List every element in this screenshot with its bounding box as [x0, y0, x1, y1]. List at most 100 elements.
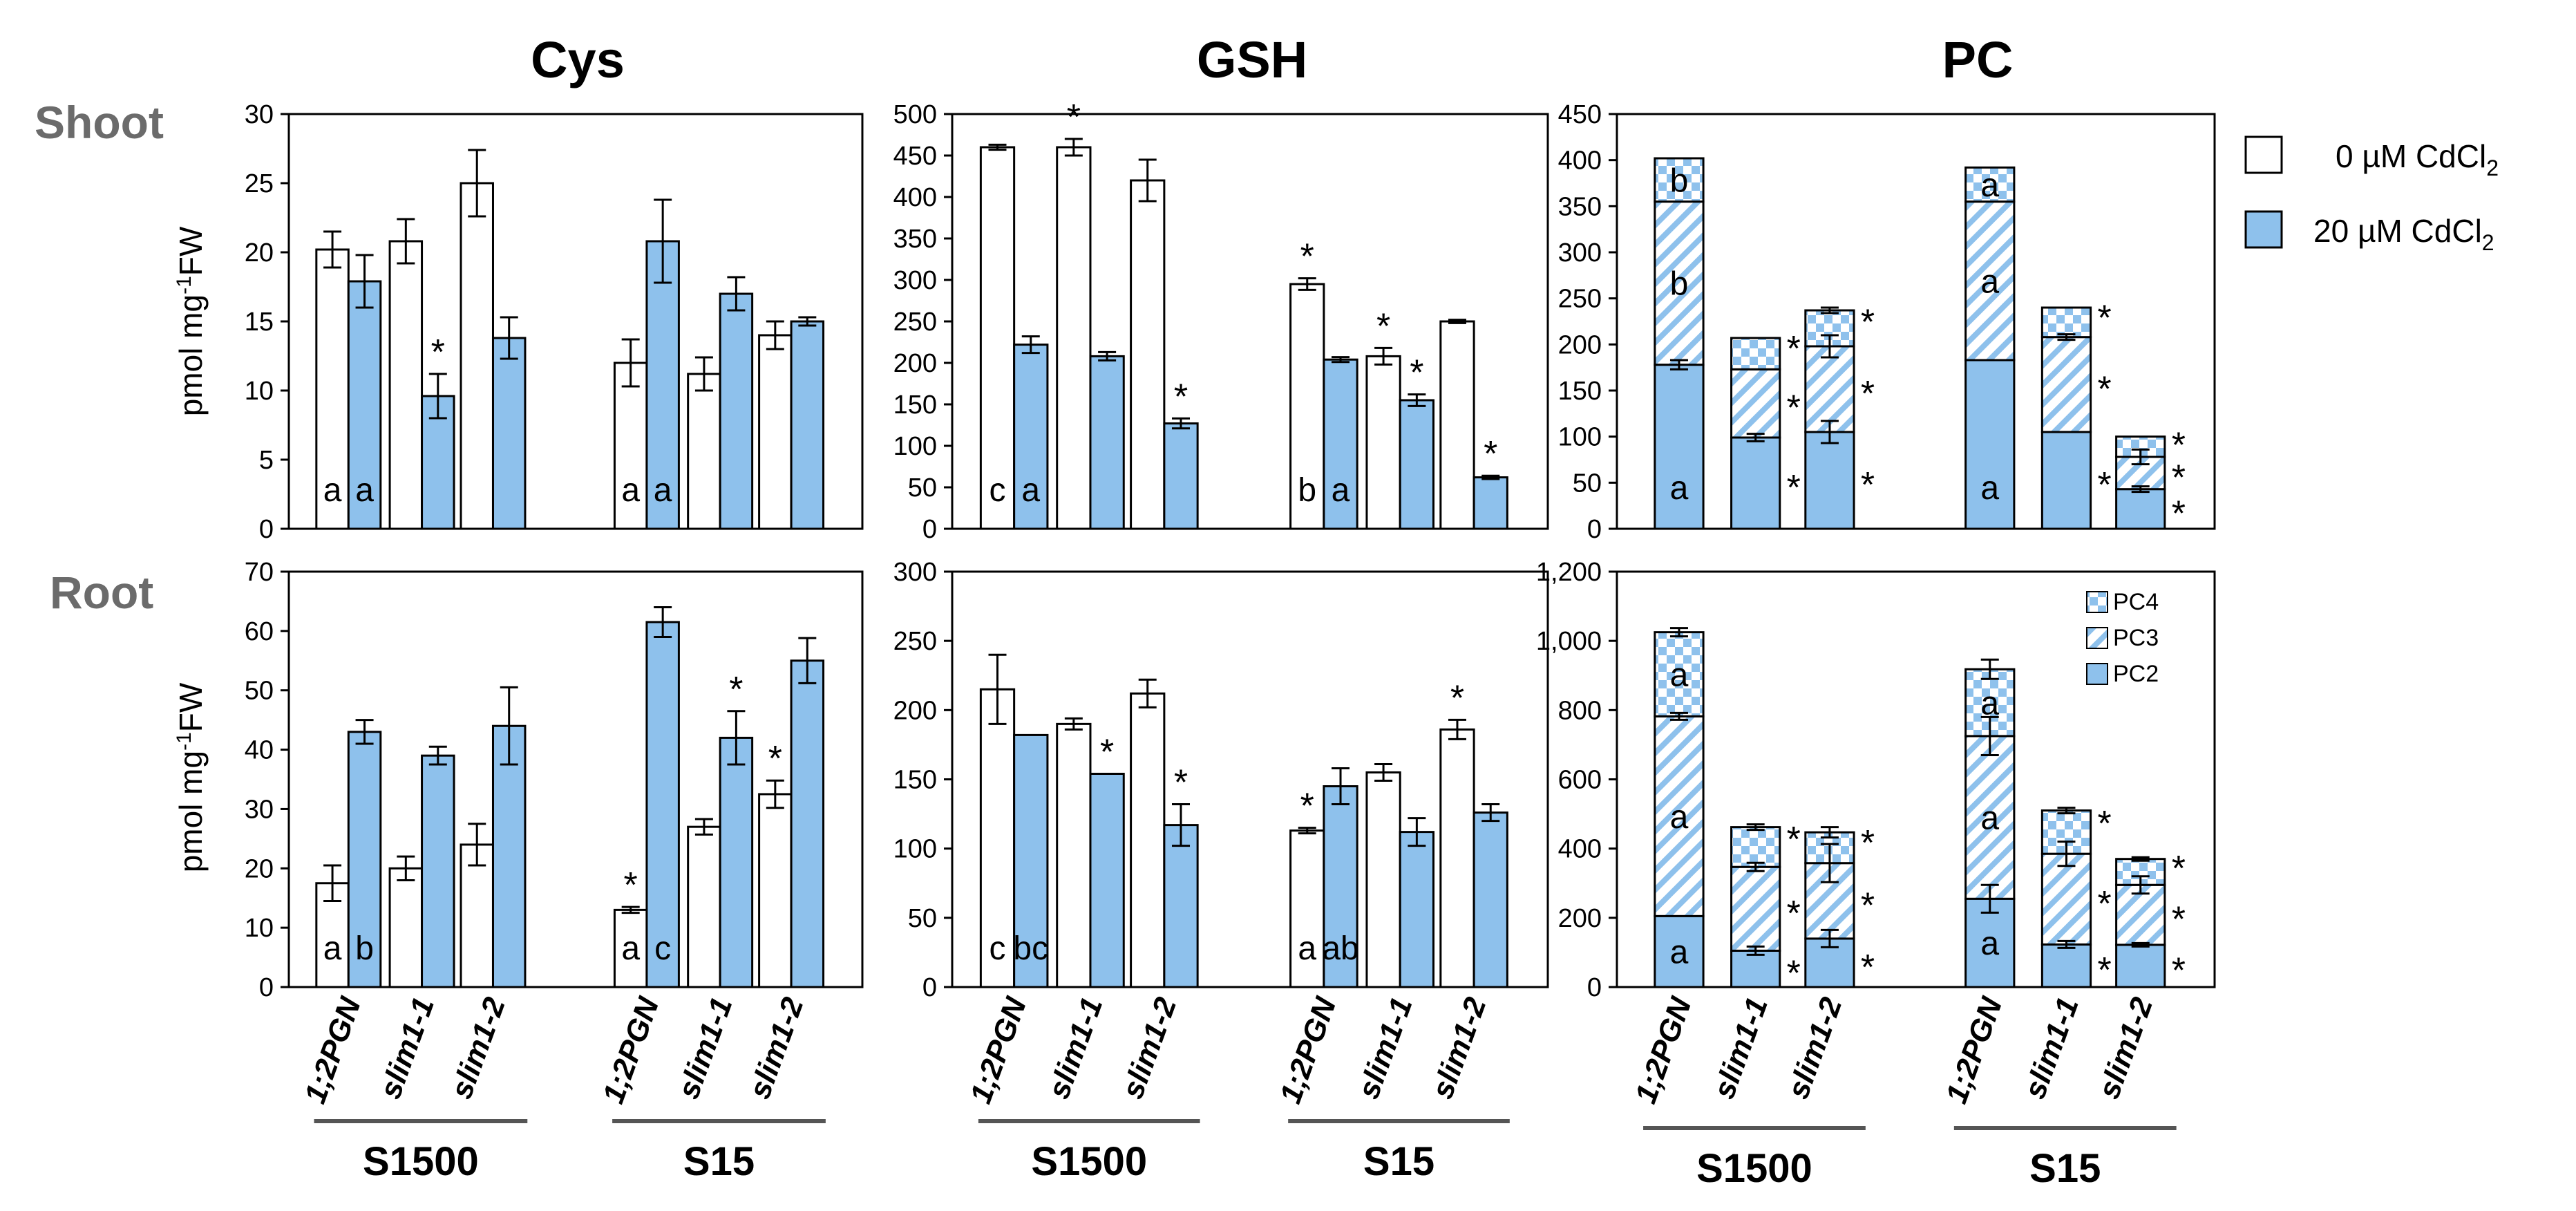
y-tick-label: 400	[1558, 147, 1602, 176]
bar-0uM	[1439, 320, 1475, 530]
bar-20uM	[1399, 831, 1434, 988]
significance-star: *	[768, 739, 782, 779]
x-tick-label: slim1-1	[672, 993, 739, 1103]
y-tick-label: 0	[259, 515, 274, 544]
y-tick-label: 350	[1558, 192, 1602, 221]
column-title-gsh: GSH	[1197, 31, 1307, 88]
y-tick-label: 0	[1587, 973, 1602, 1002]
significance-star: *	[1484, 434, 1497, 474]
stack-pc2	[2115, 944, 2166, 988]
bar-20uM	[645, 240, 680, 530]
bar-0uM	[1130, 179, 1166, 530]
y-tick-label: 200	[893, 349, 937, 378]
stack-pc4	[2040, 306, 2092, 339]
x-tick-label: slim1-2	[743, 993, 811, 1103]
y-tick-label: 0	[922, 515, 937, 544]
significance-letter: a	[1670, 799, 1689, 836]
y-tick-label: 20	[245, 238, 274, 267]
significance-letter: b	[355, 930, 374, 967]
significance-letter: ab	[1322, 930, 1358, 967]
x-tick-label: slim1-1	[2018, 993, 2085, 1103]
significance-letter: a	[621, 930, 640, 967]
significance-star: *	[1787, 329, 1801, 369]
significance-star: *	[2097, 804, 2111, 844]
x-tick-label: slim1-2	[2092, 993, 2159, 1103]
significance-star: *	[1300, 237, 1314, 277]
stack-pc3	[1654, 715, 1705, 917]
bar-0uM	[315, 248, 350, 530]
stack-pc4	[1964, 166, 2016, 203]
stack-pc2	[2040, 943, 2092, 988]
bar-20uM	[719, 292, 754, 530]
significance-letter: a	[654, 472, 672, 509]
significance-star: *	[1787, 820, 1801, 860]
y-tick-label: 350	[893, 225, 937, 254]
significance-letter: a	[1980, 686, 1999, 722]
significance-star: *	[1861, 948, 1875, 988]
y-tick-label: 50	[908, 473, 937, 503]
x-tick-label: slim1-2	[1115, 993, 1183, 1103]
bar-20uM	[1472, 476, 1508, 530]
stack-pc2	[1730, 949, 1781, 988]
x-tick-label: 1;2PGN	[964, 993, 1034, 1108]
significance-star: *	[1376, 306, 1390, 346]
bar-0uM	[979, 146, 1016, 530]
group-label: S1500	[1696, 1146, 1812, 1191]
y-tick-label: 200	[1558, 904, 1602, 933]
significance-star: *	[1410, 353, 1423, 393]
y-tick-label: 30	[245, 100, 274, 129]
group-label: S15	[683, 1139, 755, 1184]
bar-20uM	[491, 337, 527, 530]
bar-20uM	[645, 621, 680, 988]
y-tick-label: 0	[922, 973, 937, 1002]
significance-star: *	[2172, 950, 2186, 991]
plot-frame	[1616, 113, 2216, 530]
bar-0uM	[388, 240, 424, 530]
significance-star: *	[2097, 465, 2111, 505]
x-tick-label: slim1-1	[1041, 993, 1109, 1103]
significance-star: *	[729, 670, 743, 710]
y-tick-label: 1,200	[1536, 558, 1602, 587]
significance-letter: a	[1670, 470, 1689, 507]
bar-20uM	[1472, 811, 1508, 988]
stack-pc4	[1730, 337, 1781, 370]
column-title-cys: Cys	[531, 31, 625, 88]
significance-letter: a	[1670, 935, 1689, 971]
stack-pc3	[2040, 852, 2092, 946]
y-tick-label: 10	[245, 914, 274, 943]
bar-0uM	[687, 825, 721, 988]
bar-20uM	[1163, 824, 1199, 988]
x-tick-label: slim1-2	[1781, 993, 1848, 1103]
row-title-root: Root	[50, 567, 153, 618]
legend-20uM-text: 20 µM CdCl	[2313, 213, 2482, 249]
ylabel-tail-root: FW	[173, 682, 209, 732]
y-tick-label: 250	[893, 308, 937, 337]
stack-pc2	[1730, 436, 1781, 530]
y-tick-label: 150	[893, 391, 937, 420]
bar-0uM	[758, 334, 793, 530]
significance-star: *	[431, 332, 445, 373]
significance-star: *	[2097, 950, 2111, 991]
bar-0uM	[1289, 829, 1325, 988]
significance-letter: a	[1980, 263, 1999, 300]
group-label: S1500	[1031, 1139, 1147, 1184]
bar-0uM	[1365, 355, 1401, 530]
y-tick-label: 25	[245, 169, 274, 198]
y-tick-label: 100	[893, 835, 937, 864]
significance-letter: b	[1298, 472, 1316, 509]
y-tick-label: 15	[245, 308, 274, 337]
legend-swatch-20uM	[2244, 210, 2283, 249]
significance-star: *	[2097, 369, 2111, 409]
significance-letter: a	[1980, 926, 1999, 962]
significance-star: *	[624, 865, 638, 905]
legend-20uM-sub: 2	[2482, 230, 2494, 255]
row-title-shoot: Shoot	[35, 97, 164, 148]
y-tick-label: 20	[245, 854, 274, 883]
y-axis-label-root: pmol mg-1FW	[173, 682, 209, 872]
x-tick-label: slim1-2	[444, 993, 512, 1103]
significance-star: *	[1300, 787, 1314, 827]
